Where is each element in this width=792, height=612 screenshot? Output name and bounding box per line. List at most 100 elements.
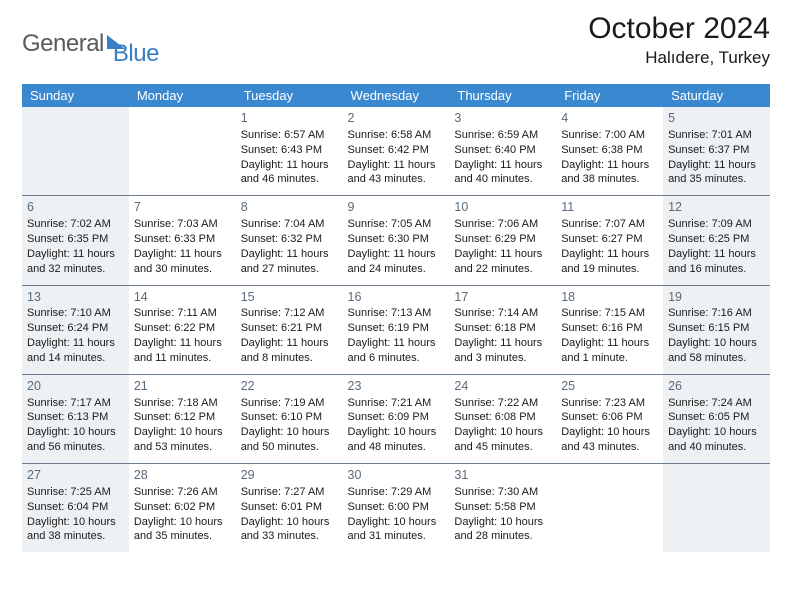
daylight-text: Daylight: 11 hours	[454, 336, 551, 351]
calendar-day-cell: 14Sunrise: 7:11 AMSunset: 6:22 PMDayligh…	[129, 285, 236, 374]
sunset-text: Sunset: 6:18 PM	[454, 321, 551, 336]
sunset-text: Sunset: 6:00 PM	[348, 500, 445, 515]
daylight-text: Daylight: 11 hours	[454, 158, 551, 173]
calendar-day-cell: 24Sunrise: 7:22 AMSunset: 6:08 PMDayligh…	[449, 374, 556, 463]
calendar-day-cell: 1Sunrise: 6:57 AMSunset: 6:43 PMDaylight…	[236, 107, 343, 196]
sunrise-text: Sunrise: 7:15 AM	[561, 306, 658, 321]
calendar-day-cell: 23Sunrise: 7:21 AMSunset: 6:09 PMDayligh…	[343, 374, 450, 463]
sunset-text: Sunset: 6:22 PM	[134, 321, 231, 336]
sunset-text: Sunset: 6:32 PM	[241, 232, 338, 247]
day-number: 27	[27, 467, 124, 484]
daylight-text: and 53 minutes.	[134, 440, 231, 455]
calendar-day-cell: 29Sunrise: 7:27 AMSunset: 6:01 PMDayligh…	[236, 464, 343, 553]
daylight-text: and 16 minutes.	[668, 262, 765, 277]
daylight-text: Daylight: 10 hours	[134, 425, 231, 440]
day-number: 9	[348, 199, 445, 216]
header: General Blue October 2024 Halıdere, Turk…	[22, 12, 770, 68]
sunrise-text: Sunrise: 7:24 AM	[668, 396, 765, 411]
sunset-text: Sunset: 6:09 PM	[348, 410, 445, 425]
calendar-day-cell: 9Sunrise: 7:05 AMSunset: 6:30 PMDaylight…	[343, 196, 450, 285]
calendar-day-cell: 21Sunrise: 7:18 AMSunset: 6:12 PMDayligh…	[129, 374, 236, 463]
sunset-text: Sunset: 6:43 PM	[241, 143, 338, 158]
daylight-text: and 32 minutes.	[27, 262, 124, 277]
sunset-text: Sunset: 6:21 PM	[241, 321, 338, 336]
weekday-header: Sunday	[22, 84, 129, 107]
daylight-text: and 43 minutes.	[561, 440, 658, 455]
day-number: 29	[241, 467, 338, 484]
weekday-header-row: Sunday Monday Tuesday Wednesday Thursday…	[22, 84, 770, 107]
calendar-day-cell: 30Sunrise: 7:29 AMSunset: 6:00 PMDayligh…	[343, 464, 450, 553]
day-number: 24	[454, 378, 551, 395]
daylight-text: Daylight: 11 hours	[27, 336, 124, 351]
daylight-text: and 35 minutes.	[134, 529, 231, 544]
daylight-text: and 58 minutes.	[668, 351, 765, 366]
sunset-text: Sunset: 6:10 PM	[241, 410, 338, 425]
sunrise-text: Sunrise: 7:06 AM	[454, 217, 551, 232]
calendar-day-cell: 17Sunrise: 7:14 AMSunset: 6:18 PMDayligh…	[449, 285, 556, 374]
calendar-day-cell: 12Sunrise: 7:09 AMSunset: 6:25 PMDayligh…	[663, 196, 770, 285]
daylight-text: and 56 minutes.	[27, 440, 124, 455]
calendar-day-cell: 27Sunrise: 7:25 AMSunset: 6:04 PMDayligh…	[22, 464, 129, 553]
sunrise-text: Sunrise: 7:04 AM	[241, 217, 338, 232]
day-number: 14	[134, 289, 231, 306]
sunset-text: Sunset: 6:42 PM	[348, 143, 445, 158]
day-number: 13	[27, 289, 124, 306]
daylight-text: and 46 minutes.	[241, 172, 338, 187]
daylight-text: Daylight: 10 hours	[241, 515, 338, 530]
daylight-text: and 24 minutes.	[348, 262, 445, 277]
sunset-text: Sunset: 6:04 PM	[27, 500, 124, 515]
location-subtitle: Halıdere, Turkey	[588, 48, 770, 68]
daylight-text: Daylight: 10 hours	[668, 425, 765, 440]
daylight-text: Daylight: 11 hours	[241, 247, 338, 262]
daylight-text: and 35 minutes.	[668, 172, 765, 187]
calendar-table: Sunday Monday Tuesday Wednesday Thursday…	[22, 84, 770, 552]
sunrise-text: Sunrise: 7:11 AM	[134, 306, 231, 321]
daylight-text: Daylight: 11 hours	[561, 336, 658, 351]
calendar-day-cell: 3Sunrise: 6:59 AMSunset: 6:40 PMDaylight…	[449, 107, 556, 196]
sunrise-text: Sunrise: 7:16 AM	[668, 306, 765, 321]
sunrise-text: Sunrise: 7:07 AM	[561, 217, 658, 232]
day-number: 3	[454, 110, 551, 127]
daylight-text: Daylight: 10 hours	[27, 515, 124, 530]
sunset-text: Sunset: 6:38 PM	[561, 143, 658, 158]
title-block: October 2024 Halıdere, Turkey	[588, 12, 770, 68]
daylight-text: Daylight: 11 hours	[241, 336, 338, 351]
daylight-text: Daylight: 11 hours	[134, 247, 231, 262]
sunrise-text: Sunrise: 7:27 AM	[241, 485, 338, 500]
day-number: 12	[668, 199, 765, 216]
day-number: 28	[134, 467, 231, 484]
sunrise-text: Sunrise: 7:29 AM	[348, 485, 445, 500]
sunset-text: Sunset: 6:25 PM	[668, 232, 765, 247]
sunset-text: Sunset: 6:05 PM	[668, 410, 765, 425]
sunset-text: Sunset: 6:35 PM	[27, 232, 124, 247]
day-number: 23	[348, 378, 445, 395]
calendar-day-cell: 15Sunrise: 7:12 AMSunset: 6:21 PMDayligh…	[236, 285, 343, 374]
calendar-day-cell: 28Sunrise: 7:26 AMSunset: 6:02 PMDayligh…	[129, 464, 236, 553]
sunrise-text: Sunrise: 7:18 AM	[134, 396, 231, 411]
daylight-text: Daylight: 10 hours	[134, 515, 231, 530]
daylight-text: and 31 minutes.	[348, 529, 445, 544]
day-number: 6	[27, 199, 124, 216]
daylight-text: Daylight: 11 hours	[348, 247, 445, 262]
sunset-text: Sunset: 6:08 PM	[454, 410, 551, 425]
sunrise-text: Sunrise: 7:00 AM	[561, 128, 658, 143]
daylight-text: Daylight: 11 hours	[27, 247, 124, 262]
daylight-text: Daylight: 11 hours	[348, 336, 445, 351]
daylight-text: Daylight: 10 hours	[668, 336, 765, 351]
day-number: 21	[134, 378, 231, 395]
calendar-week-row: 6Sunrise: 7:02 AMSunset: 6:35 PMDaylight…	[22, 196, 770, 285]
daylight-text: and 22 minutes.	[454, 262, 551, 277]
sunrise-text: Sunrise: 7:30 AM	[454, 485, 551, 500]
calendar-day-cell: 26Sunrise: 7:24 AMSunset: 6:05 PMDayligh…	[663, 374, 770, 463]
sunrise-text: Sunrise: 7:01 AM	[668, 128, 765, 143]
calendar-day-cell	[22, 107, 129, 196]
sunset-text: Sunset: 6:01 PM	[241, 500, 338, 515]
calendar-day-cell: 19Sunrise: 7:16 AMSunset: 6:15 PMDayligh…	[663, 285, 770, 374]
calendar-day-cell	[663, 464, 770, 553]
daylight-text: and 3 minutes.	[454, 351, 551, 366]
calendar-day-cell: 7Sunrise: 7:03 AMSunset: 6:33 PMDaylight…	[129, 196, 236, 285]
sunset-text: Sunset: 6:16 PM	[561, 321, 658, 336]
weekday-header: Tuesday	[236, 84, 343, 107]
daylight-text: Daylight: 11 hours	[134, 336, 231, 351]
daylight-text: Daylight: 11 hours	[454, 247, 551, 262]
